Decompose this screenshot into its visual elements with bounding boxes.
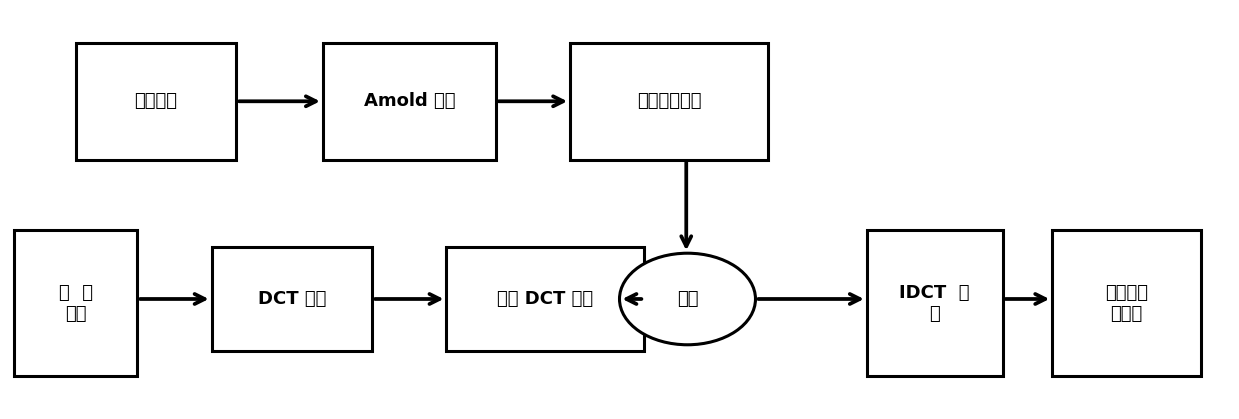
- Text: 含秘密信
息图像: 含秘密信 息图像: [1105, 284, 1147, 323]
- Text: DCT 变换: DCT 变换: [258, 290, 326, 308]
- Ellipse shape: [620, 253, 756, 345]
- FancyBboxPatch shape: [323, 43, 496, 160]
- Text: 选择 DCT 嵌入: 选择 DCT 嵌入: [497, 290, 593, 308]
- FancyBboxPatch shape: [76, 43, 237, 160]
- Text: 秘密图像: 秘密图像: [134, 92, 177, 110]
- Text: 原  始
图像: 原 始 图像: [58, 284, 93, 323]
- FancyBboxPatch shape: [446, 247, 644, 351]
- FancyBboxPatch shape: [14, 230, 138, 376]
- Text: Amold 置乱: Amold 置乱: [363, 92, 455, 110]
- FancyBboxPatch shape: [1052, 230, 1201, 376]
- Text: IDCT  变
换: IDCT 变 换: [900, 284, 970, 323]
- Text: 置换图像调制: 置换图像调制: [637, 92, 701, 110]
- FancyBboxPatch shape: [212, 247, 372, 351]
- FancyBboxPatch shape: [867, 230, 1002, 376]
- FancyBboxPatch shape: [570, 43, 768, 160]
- Text: 嵌入: 嵌入: [676, 290, 699, 308]
